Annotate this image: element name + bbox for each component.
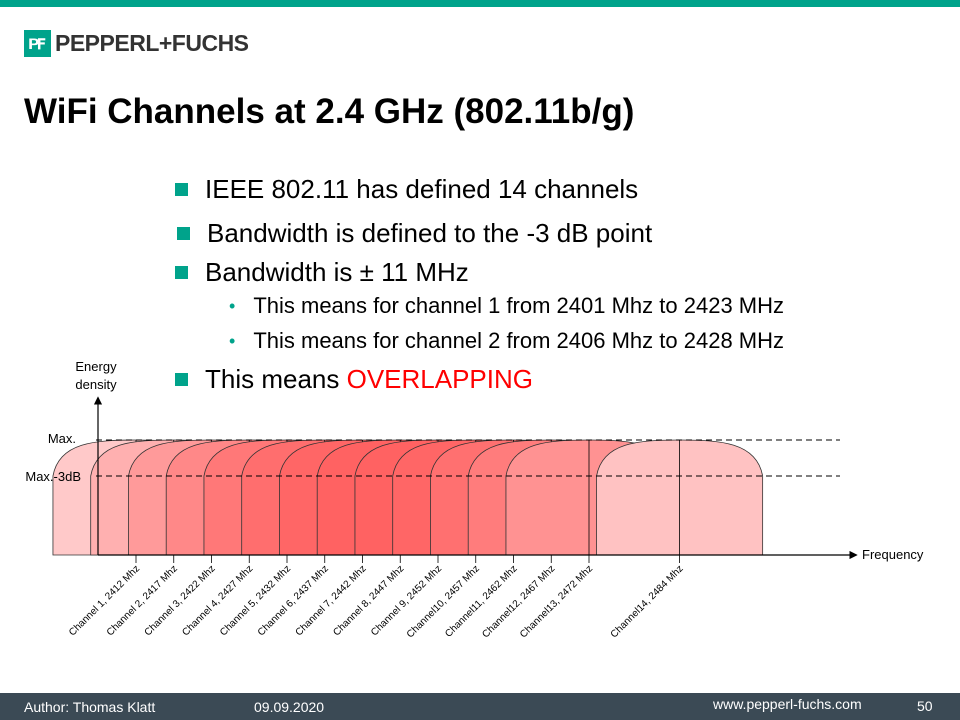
channel-label: Channel14, 2484 Mhz	[609, 563, 686, 640]
y-axis-label-line2: density	[75, 377, 117, 392]
brand-logo-icon: ᴘꜰ	[24, 29, 51, 57]
bullet-text: Bandwidth is ± 11 MHz	[205, 257, 469, 287]
channel-label: Channel13, 2472 Mhz	[518, 563, 595, 640]
channel-label: Channel11, 2462 Mhz	[443, 563, 519, 639]
sub-bullet-item: • This means for channel 2 from 2406 Mhz…	[229, 328, 784, 354]
channel-label: Channel 2, 2417 Mhz	[105, 563, 180, 638]
brand-logo: ᴘꜰ PEPPERL+FUCHS	[24, 29, 249, 57]
sub-bullet-item: • This means for channel 1 from 2401 Mhz…	[229, 293, 784, 319]
overlapping-highlight: OVERLAPPING	[346, 364, 534, 394]
footer-page-number: 50	[917, 698, 933, 714]
bullet-text: IEEE 802.11 has defined 14 channels	[205, 174, 639, 204]
footer-url: www.pepperl-fuchs.com	[713, 696, 862, 712]
channel-label: Channel 1, 2412 Mhz	[67, 563, 142, 638]
bullet-item: IEEE 802.11 has defined 14 channels	[175, 174, 638, 205]
minus-3db-level-label: Max.-3dB	[25, 469, 81, 484]
footer-bar: Author: Thomas Klatt 09.09.2020 www.pepp…	[0, 693, 960, 720]
bullet-square-icon	[175, 266, 188, 279]
y-axis-label-line1: Energy	[75, 359, 117, 374]
slide-title: WiFi Channels at 2.4 GHz (802.11b/g)	[24, 92, 635, 131]
sub-bullet-dot-icon: •	[229, 295, 236, 316]
footer-author: Author: Thomas Klatt	[24, 699, 156, 715]
channel-label: Channel 3, 2422 Mhz	[143, 563, 218, 638]
channel-label: Channel 9, 2452 Mhz	[369, 563, 444, 638]
channel-label: Channel 7, 2442 Mhz	[294, 563, 369, 638]
bullet-square-icon	[175, 373, 188, 386]
channel-overlap-diagram: Energy density Max. Max.-3dB Frequency C…	[25, 359, 924, 640]
bullet-item: Bandwidth is ± 11 MHz	[175, 257, 469, 288]
brand-name: PEPPERL+FUCHS	[55, 29, 249, 56]
top-accent-bar	[0, 0, 960, 7]
channel-label: Channel 6, 2437 Mhz	[256, 563, 331, 638]
channel-label: Channel 4, 2427 Mhz	[180, 563, 255, 638]
bullet-item: This means OVERLAPPING	[175, 364, 533, 395]
bullet-square-icon	[177, 227, 190, 240]
channel-label: Channel 5, 2432 Mhz	[218, 563, 293, 638]
x-axis-label: Frequency	[862, 547, 924, 562]
channel-label: Channel 8, 2447 Mhz	[331, 563, 406, 638]
sub-bullet-dot-icon: •	[229, 330, 236, 351]
sub-bullet-text: This means for channel 2 from 2406 Mhz t…	[253, 328, 785, 353]
channel-label: Channel12, 2467 Mhz	[480, 563, 557, 640]
max-level-label: Max.	[48, 431, 76, 446]
bullet-item: Bandwidth is defined to the -3 dB point	[177, 218, 652, 249]
bullet-text: Bandwidth is defined to the -3 dB point	[207, 218, 653, 248]
bullet-text: This means	[205, 364, 347, 394]
bullet-square-icon	[175, 183, 188, 196]
channel-label: Channel10, 2457 Mhz	[405, 563, 482, 640]
sub-bullet-text: This means for channel 1 from 2401 Mhz t…	[253, 293, 785, 318]
channel-curves	[52, 439, 764, 563]
footer-date: 09.09.2020	[254, 699, 325, 715]
